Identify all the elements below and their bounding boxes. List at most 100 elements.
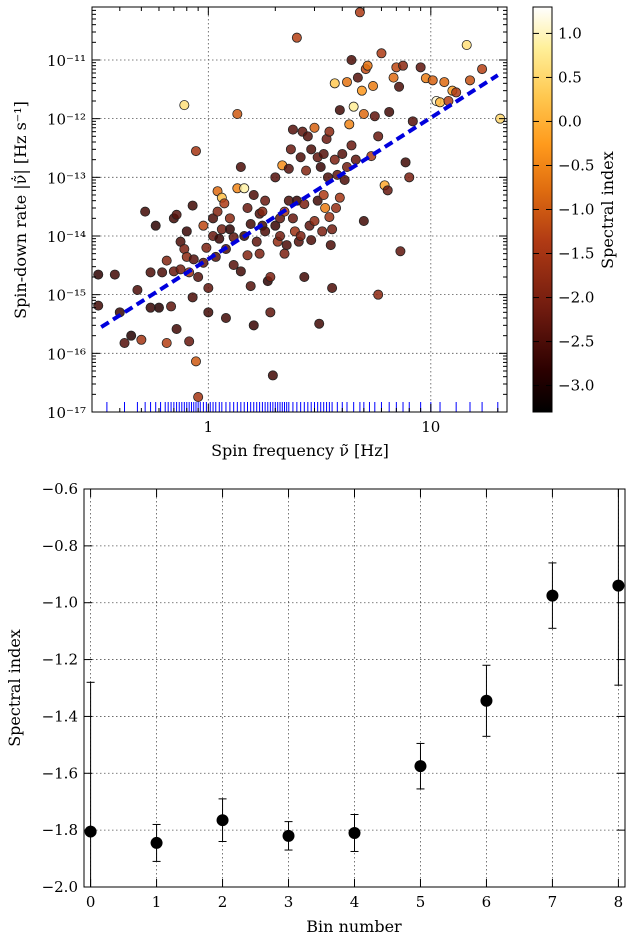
pulsar-point	[382, 185, 393, 196]
pulsar-point	[302, 131, 313, 142]
pulsar-point	[157, 267, 168, 278]
pulsar-point	[285, 144, 296, 155]
pulsar-point	[245, 219, 256, 230]
pulsar-point	[161, 255, 172, 266]
pulsar-point	[287, 213, 298, 224]
bottom-y-tick-label: −1.8	[42, 821, 78, 839]
pulsar-point	[214, 233, 225, 244]
pulsar-point	[301, 165, 312, 176]
pulsar-point	[270, 220, 281, 231]
pulsar-point	[299, 271, 310, 282]
pulsar-point	[346, 54, 357, 65]
colorbar-tick-label: −1.0	[558, 201, 594, 219]
pulsar-point	[126, 330, 137, 341]
pulsar-point	[267, 370, 278, 381]
pulsar-point	[461, 40, 472, 51]
pulsar-point	[299, 199, 310, 210]
bottom-y-tick-label: −1.0	[42, 594, 78, 612]
pulsar-point	[232, 109, 243, 120]
bin-point	[216, 814, 229, 827]
pulsar-point	[306, 235, 317, 246]
pulsar-point	[279, 248, 290, 259]
colorbar-tick-label: −0.5	[558, 156, 594, 174]
pulsar-point	[188, 254, 199, 265]
pulsar-point	[309, 122, 320, 133]
pulsar-point	[358, 216, 369, 227]
frequency-rug	[106, 402, 499, 412]
pulsar-point	[265, 307, 276, 318]
pulsar-point	[341, 77, 352, 88]
bottom-x-tick-label: 4	[350, 893, 360, 911]
pulsar-point	[373, 289, 384, 300]
pulsar-point	[220, 313, 231, 324]
pulsar-point	[334, 105, 345, 116]
bottom-x-tick-label: 7	[548, 893, 558, 911]
pulsar-point	[327, 282, 338, 293]
pulsar-point	[400, 157, 411, 168]
pulsar-point	[201, 242, 212, 253]
pulsar-point	[407, 116, 418, 127]
bin-point	[84, 825, 97, 838]
bottom-y-tick-label: −1.6	[42, 764, 78, 782]
pulsar-point	[179, 100, 190, 111]
pulsar-point	[295, 152, 306, 163]
top-grid	[92, 7, 507, 413]
pulsar-point	[187, 200, 198, 211]
pulsar-point	[171, 323, 182, 334]
colorbar-ticks: 1.0 0.5 0.0 −0.5 −1.0 −1.5 −2.0 −2.5 −3.0	[533, 24, 594, 395]
pulsar-point	[245, 281, 256, 292]
pulsar-point	[228, 260, 239, 271]
top-x-axis-label: Spin frequency ν̃ [Hz]	[211, 441, 389, 460]
pulsar-point	[327, 224, 338, 235]
pulsar-point	[283, 163, 294, 174]
pulsar-point	[153, 302, 164, 313]
pulsar-point	[212, 206, 223, 217]
pulsar-point	[132, 285, 143, 296]
pulsar-point	[320, 202, 331, 213]
pulsar-point	[291, 32, 302, 43]
bin-point	[414, 760, 427, 773]
pulsar-point	[354, 7, 365, 18]
colorbar-tick-label: −2.5	[558, 333, 594, 351]
pulsar-point	[348, 101, 359, 112]
pulsar-point	[415, 62, 426, 73]
bin-points	[84, 579, 625, 849]
top-y-tick-label: 10⁻¹¹	[47, 52, 86, 70]
bin-panel: 0 1 2 3 4 5 6 7 8 −2.0 −1.8 −1.6 −1.4 −1.2 −1.0 −0.8 −0.…	[5, 480, 626, 936]
bottom-y-tick-label: −1.4	[42, 707, 78, 725]
pulsar-point	[435, 97, 446, 108]
bin-point	[282, 829, 295, 842]
pulsar-point	[248, 320, 259, 331]
bin-point	[480, 694, 493, 707]
bottom-x-tick-label: 2	[218, 893, 228, 911]
pulsar-point	[190, 356, 201, 367]
pulsar-point	[140, 206, 151, 217]
pulsar-point	[329, 78, 340, 89]
bottom-x-axis-label: Bin number	[306, 917, 402, 936]
pulsar-point	[287, 124, 298, 135]
pulsar-point	[464, 75, 475, 86]
pulsar-point	[166, 301, 177, 312]
top-y-tick-label: 10⁻¹⁶	[47, 345, 86, 363]
colorbar: 1.0 0.5 0.0 −0.5 −1.0 −1.5 −2.0 −2.5 −3.0 Spectr…	[532, 6, 617, 413]
pulsar-point	[388, 72, 399, 83]
pulsar-point	[187, 292, 198, 303]
bottom-x-tick-label: 8	[614, 893, 624, 911]
top-y-tick-label: 10⁻¹⁷	[47, 404, 86, 422]
pulsar-point	[398, 60, 409, 71]
pulsar-point	[394, 81, 405, 92]
pulsar-point	[309, 216, 320, 227]
pulsar-point	[242, 250, 253, 261]
bottom-ticks: 0 1 2 3 4 5 6 7 8 −2.0 −1.8 −1.6 −1.4 −1.2 −1.0 −0.8 −0.…	[42, 480, 625, 911]
pulsar-point	[477, 64, 488, 75]
pulsar-point	[171, 209, 182, 220]
bottom-y-tick-label: −2.0	[42, 878, 78, 896]
pulsar-point	[373, 131, 384, 142]
pulsar-point	[265, 271, 276, 282]
pulsar-point	[318, 189, 329, 200]
pulsar-point	[193, 392, 204, 403]
bin-point	[612, 579, 625, 592]
pulsar-point	[331, 202, 342, 213]
pulsar-point	[93, 300, 104, 311]
